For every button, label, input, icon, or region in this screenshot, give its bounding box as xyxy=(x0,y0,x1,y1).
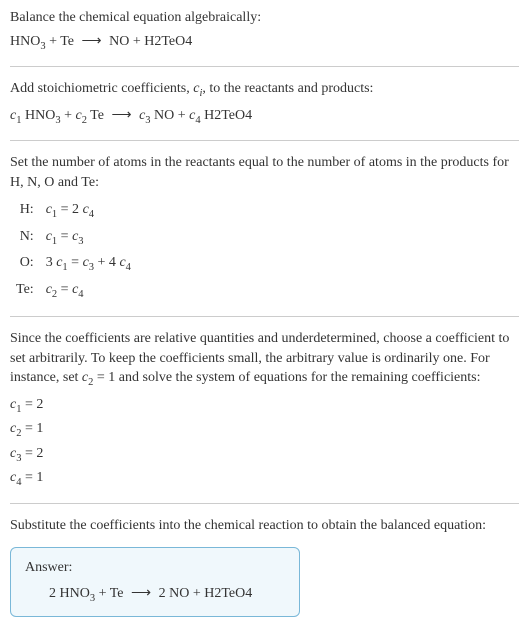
val: = 1 xyxy=(21,470,43,485)
step3-text-b: = 1 and solve the system of equations fo… xyxy=(93,370,480,385)
element-equation: c1 = c3 xyxy=(40,225,137,251)
sp1: HNO xyxy=(21,108,55,123)
pre: 3 xyxy=(46,255,57,270)
eq-mid: = xyxy=(57,229,72,244)
eq-mid: = 2 xyxy=(57,202,82,217)
ans-lhs: 2 HNO xyxy=(49,586,90,601)
eq-mid: = xyxy=(68,255,83,270)
sp4: H2TeO4 xyxy=(201,108,253,123)
sp3: NO + xyxy=(151,108,190,123)
coefficient-list: c1 = 2 c2 = 1 c3 = 2 c4 = 1 xyxy=(10,395,519,491)
plus1: + xyxy=(61,108,76,123)
var-sub: 3 xyxy=(78,236,83,247)
step3-text: Since the coefficients are relative quan… xyxy=(10,329,519,391)
element-label: N: xyxy=(10,225,40,251)
eq-plus: + Te xyxy=(46,34,78,49)
sp2: Te xyxy=(87,108,108,123)
ans-rhs: 2 NO + H2TeO4 xyxy=(155,586,252,601)
arrow-icon: ⟶ xyxy=(131,584,151,604)
step1-intro: Add stoichiometric coefficients, ci, to … xyxy=(10,79,519,101)
answer-box: Answer: 2 HNO3 + Te ⟶ 2 NO + H2TeO4 xyxy=(10,547,300,617)
val: = 2 xyxy=(21,397,43,412)
table-row: Te: c2 = c4 xyxy=(10,278,137,304)
plus: + 4 xyxy=(94,255,119,270)
ans-plus: + Te xyxy=(95,586,127,601)
arrow-icon: ⟶ xyxy=(82,32,102,52)
problem-statement: Balance the chemical equation algebraica… xyxy=(10,8,519,54)
var-sub: 4 xyxy=(78,288,83,299)
list-item: c4 = 1 xyxy=(10,468,519,490)
eq-lhs-species: HNO xyxy=(10,34,40,49)
divider xyxy=(10,66,519,67)
step-4: Substitute the coefficients into the che… xyxy=(10,516,519,536)
element-equation: c1 = 2 c4 xyxy=(40,198,137,224)
step-3: Since the coefficients are relative quan… xyxy=(10,329,519,491)
step-2: Set the number of atoms in the reactants… xyxy=(10,153,519,304)
element-equation: c2 = c4 xyxy=(40,278,137,304)
answer-equation: 2 HNO3 + Te ⟶ 2 NO + H2TeO4 xyxy=(25,584,285,606)
problem-equation: HNO3 + Te ⟶ NO + H2TeO4 xyxy=(10,32,519,54)
step4-text: Substitute the coefficients into the che… xyxy=(10,516,519,536)
step1-equation: c1 HNO3 + c2 Te ⟶ c3 NO + c4 H2TeO4 xyxy=(10,106,519,128)
val: = 2 xyxy=(21,446,43,461)
eq-rhs: NO + H2TeO4 xyxy=(106,34,193,49)
divider xyxy=(10,503,519,504)
table-row: N: c1 = c3 xyxy=(10,225,137,251)
answer-label: Answer: xyxy=(25,558,285,578)
list-item: c1 = 2 xyxy=(10,395,519,417)
element-label: Te: xyxy=(10,278,40,304)
divider xyxy=(10,140,519,141)
list-item: c3 = 2 xyxy=(10,444,519,466)
atom-balance-table: H: c1 = 2 c4 N: c1 = c3 O: 3 c1 = c3 + 4… xyxy=(10,198,137,304)
eq-mid: = xyxy=(57,282,72,297)
step2-intro: Set the number of atoms in the reactants… xyxy=(10,153,519,192)
element-label: O: xyxy=(10,251,40,277)
arrow-icon: ⟶ xyxy=(111,106,131,126)
list-item: c2 = 1 xyxy=(10,419,519,441)
table-row: O: 3 c1 = c3 + 4 c4 xyxy=(10,251,137,277)
table-row: H: c1 = 2 c4 xyxy=(10,198,137,224)
element-equation: 3 c1 = c3 + 4 c4 xyxy=(40,251,137,277)
var-sub: 4 xyxy=(89,209,94,220)
divider xyxy=(10,316,519,317)
step1-text-b: , to the reactants and products: xyxy=(202,81,373,96)
element-label: H: xyxy=(10,198,40,224)
val: = 1 xyxy=(21,421,43,436)
step-1: Add stoichiometric coefficients, ci, to … xyxy=(10,79,519,128)
step1-text-a: Add stoichiometric coefficients, xyxy=(10,81,193,96)
var-sub: 4 xyxy=(126,262,131,273)
problem-intro: Balance the chemical equation algebraica… xyxy=(10,8,519,28)
